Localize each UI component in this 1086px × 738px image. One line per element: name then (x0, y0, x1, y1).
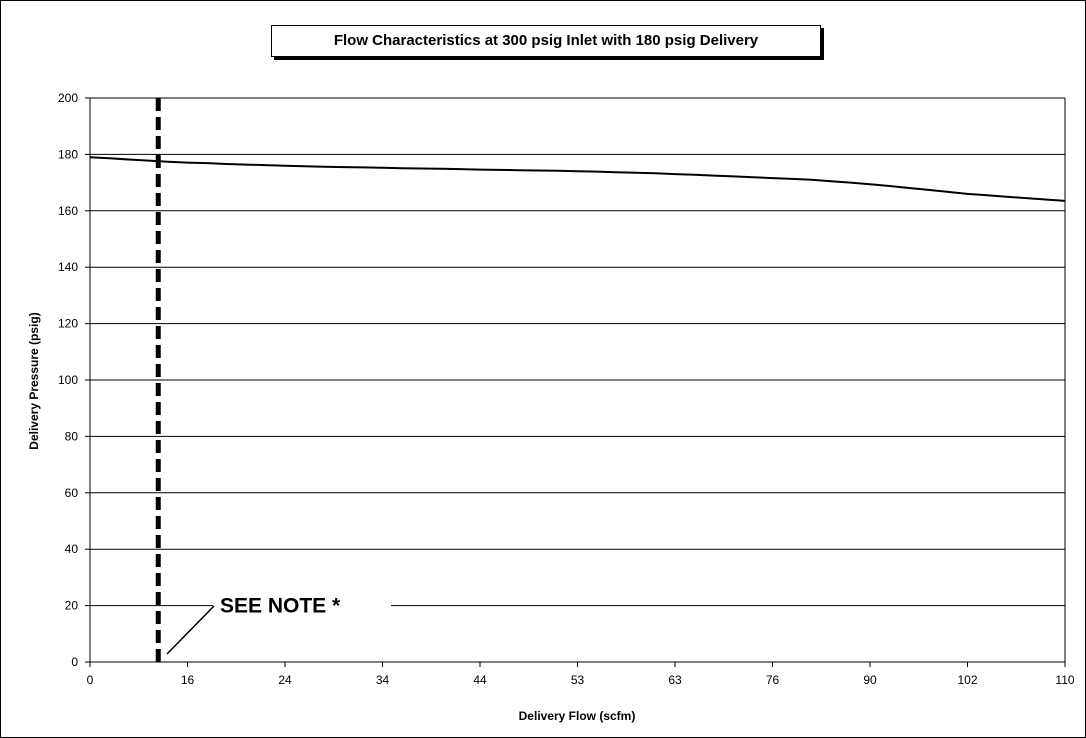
y-tick-label: 120 (58, 317, 78, 331)
x-tick-label: 16 (181, 673, 195, 687)
y-tick-label: 100 (58, 373, 78, 387)
x-tick-label: 53 (571, 673, 585, 687)
y-tick-label: 180 (58, 147, 78, 161)
series-line (89, 156, 1066, 202)
note-label-background (213, 589, 391, 620)
x-tick-label: 0 (87, 673, 94, 687)
y-axis-title: Delivery Pressure (psig) (27, 312, 41, 449)
x-tick-label: 63 (668, 673, 682, 687)
y-tick-label: 60 (65, 486, 79, 500)
y-tick-label: 200 (58, 91, 78, 105)
note-leader-line (166, 605, 215, 655)
y-tick-label: 160 (58, 204, 78, 218)
y-tick-label: 40 (65, 542, 79, 556)
x-tick-label: 24 (278, 673, 292, 687)
x-tick-label: 110 (1055, 673, 1074, 687)
y-tick-label: 0 (71, 655, 78, 669)
x-tick-label: 76 (766, 673, 780, 687)
y-tick-label: 140 (58, 260, 78, 274)
y-tick-label: 80 (65, 429, 79, 443)
y-tick-label: 20 (65, 599, 79, 613)
x-axis-title: Delivery Flow (scfm) (519, 709, 636, 723)
x-tick-label: 44 (473, 673, 487, 687)
x-tick-label: 102 (957, 673, 977, 687)
note-annotation: SEE NOTE * (220, 595, 341, 618)
x-tick-label: 34 (376, 673, 390, 687)
x-tick-label: 90 (863, 673, 877, 687)
chart-title: Flow Characteristics at 300 psig Inlet w… (271, 25, 821, 57)
